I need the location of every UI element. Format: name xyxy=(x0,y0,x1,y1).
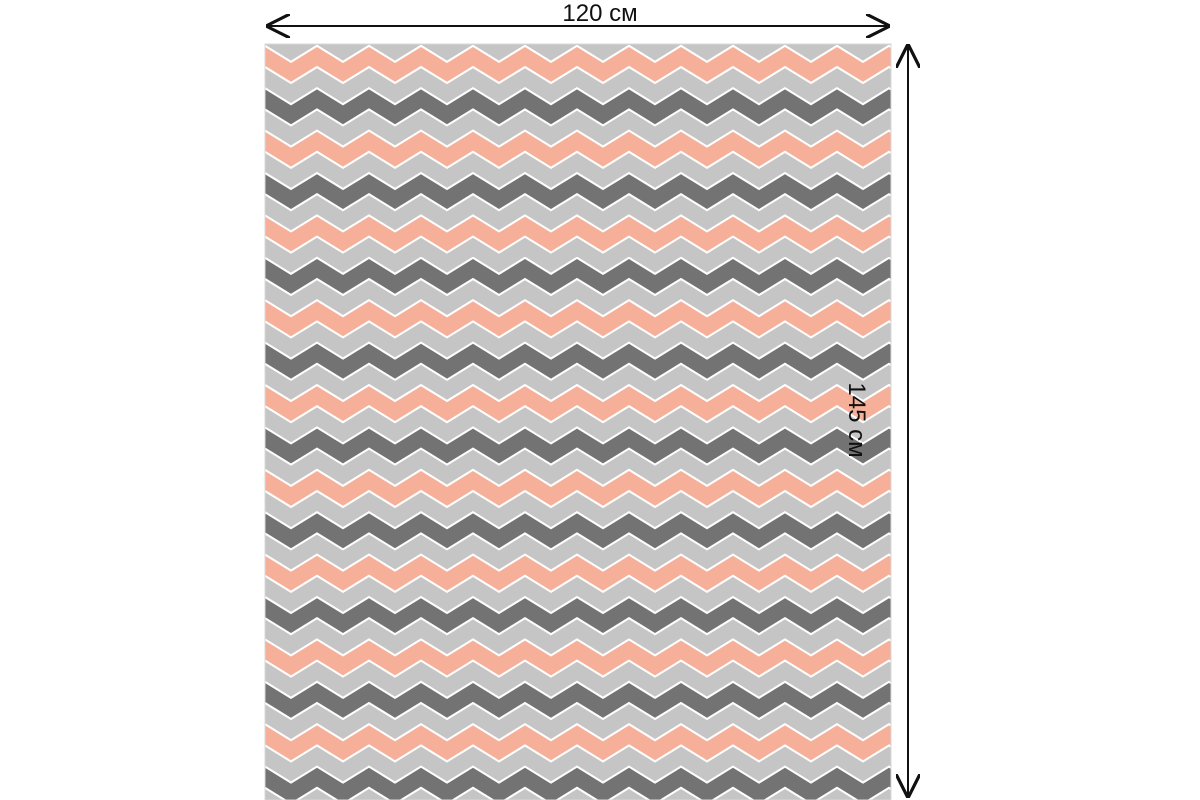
chevron-stripe-light-gray xyxy=(265,746,891,782)
chevron-stripe-dark-gray xyxy=(265,174,891,209)
chevron-stripe-dark-gray xyxy=(265,513,891,549)
chevron-stripe-light-gray xyxy=(265,68,891,103)
chevron-stripe-peach xyxy=(265,555,891,591)
chevron-stripe-peach xyxy=(265,47,891,82)
chevron-stripe-peach xyxy=(265,471,891,506)
chevron-stripe-dark-gray xyxy=(265,259,891,294)
width-label: 120 см xyxy=(562,0,638,27)
chevron-panel xyxy=(265,44,891,800)
chevron-stripe-light-gray xyxy=(265,322,891,358)
chevron-stripe-peach xyxy=(265,131,891,167)
chevron-stripe-peach xyxy=(265,640,891,676)
chevron-stripes xyxy=(265,44,891,800)
chevron-stripe-light-gray xyxy=(265,44,891,61)
chevron-stripe-light-gray xyxy=(265,789,891,800)
chevron-stripe-light-gray xyxy=(265,661,891,697)
chevron-stripe-light-gray xyxy=(265,407,891,443)
chevron-stripe-dark-gray xyxy=(265,683,891,718)
chevron-stripe-light-gray xyxy=(265,619,891,655)
chevron-stripe-light-gray xyxy=(265,704,891,739)
chevron-stripe-peach xyxy=(265,725,891,761)
chevron-stripe-light-gray xyxy=(265,153,891,188)
chevron-stripe-light-gray xyxy=(265,280,891,315)
panel-border xyxy=(264,43,892,800)
chevron-stripe-peach xyxy=(265,216,891,252)
chevron-stripe-dark-gray xyxy=(265,428,891,464)
chevron-stripe-peach xyxy=(265,386,891,421)
chevron-stripe-light-gray xyxy=(265,237,891,273)
chevron-stripe-light-gray xyxy=(265,492,891,527)
chevron-stripe-dark-gray xyxy=(265,767,891,800)
chevron-stripe-light-gray xyxy=(265,449,891,485)
chevron-stripe-light-gray xyxy=(265,577,891,612)
chevron-stripe-dark-gray xyxy=(265,343,891,379)
chevron-stripe-light-gray xyxy=(265,365,891,400)
chevron-stripe-light-gray xyxy=(265,110,891,146)
chevron-stripe-light-gray xyxy=(265,534,891,570)
chevron-stripe-dark-gray xyxy=(265,89,891,125)
height-label: 145 см xyxy=(843,382,870,458)
chevron-stripe-dark-gray xyxy=(265,598,891,633)
chevron-stripe-peach xyxy=(265,301,891,337)
chevron-stripe-light-gray xyxy=(265,195,891,231)
